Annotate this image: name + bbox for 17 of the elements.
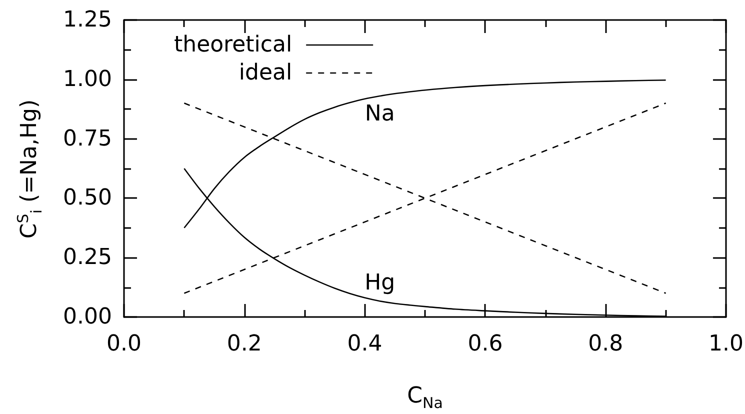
legend-label: theoretical: [174, 32, 292, 58]
annotation: Hg: [364, 270, 396, 296]
x-tick-label: 0.8: [588, 332, 624, 356]
x-tick-label: 0.6: [468, 332, 503, 356]
y-tick-label: 0.00: [63, 304, 112, 330]
annotation: Na: [364, 102, 395, 127]
x-tick-label: 1.0: [708, 332, 744, 356]
x-axis-title: C$_{Na}$: [407, 384, 443, 412]
y-tick-label: 0.75: [63, 126, 112, 152]
x-tick-label: 0.2: [226, 332, 262, 356]
y-tick-label: 1.25: [63, 8, 112, 32]
legend-label: ideal: [238, 60, 292, 86]
x-tick-label: 0.4: [347, 332, 382, 356]
x-tick-label: 0.0: [106, 332, 142, 356]
y-tick-label: 1.00: [63, 66, 112, 92]
y-tick-label: 0.50: [63, 186, 112, 211]
y-tick-label: 0.25: [63, 245, 112, 270]
